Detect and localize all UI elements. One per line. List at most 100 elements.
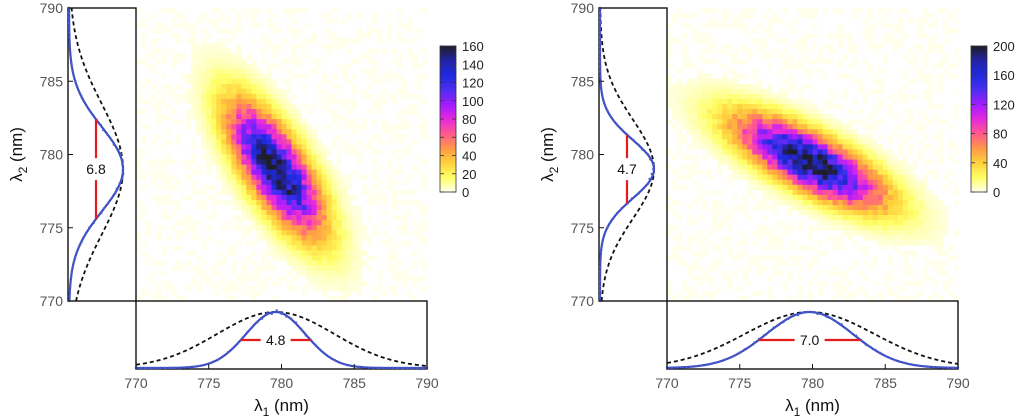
heatmap-cell: [942, 68, 949, 74]
heatmap-cell: [191, 53, 197, 59]
heatmap-cell: [186, 88, 192, 95]
heatmap-cell: [772, 265, 778, 271]
heatmap-cell: [361, 225, 368, 231]
heatmap-cell: [697, 114, 703, 120]
heatmap-cell: [912, 205, 919, 211]
heatmap-cell: [406, 265, 413, 271]
heatmap-cell: [276, 88, 282, 95]
heatmap-cell: [146, 159, 152, 165]
heatmap-cell: [261, 189, 267, 196]
heatmap-cell: [161, 73, 167, 80]
heatmap-cell: [331, 184, 337, 191]
heatmap-cell: [897, 159, 904, 165]
heatmap-cell: [672, 83, 678, 90]
heatmap-cell: [336, 230, 343, 236]
heatmap-cell: [922, 159, 929, 165]
heatmap-cell: [161, 169, 167, 176]
heatmap-cell: [767, 23, 773, 29]
heatmap-cell: [241, 260, 247, 266]
heatmap-cell: [852, 159, 858, 165]
heatmap-cell: [226, 73, 232, 80]
heatmap-cell: [667, 93, 673, 100]
heatmap-cell: [822, 194, 828, 201]
heatmap-cell: [391, 275, 398, 282]
heatmap-cell: [291, 18, 297, 24]
heatmap-cell: [341, 270, 348, 277]
side-marginal-frame: [598, 7, 668, 302]
heatmap-cell: [697, 93, 703, 100]
heatmap-cell: [366, 53, 373, 59]
heatmap-cell: [356, 240, 363, 246]
heatmap-cell: [692, 154, 698, 160]
heatmap-cell: [231, 189, 237, 196]
heatmap-cell: [231, 184, 237, 191]
heatmap-cell: [697, 144, 703, 150]
heatmap-cell: [757, 149, 763, 155]
heatmap-cell: [692, 179, 698, 186]
heatmap-cell: [381, 98, 388, 105]
heatmap-cell: [361, 230, 368, 236]
heatmap-cell: [211, 53, 217, 59]
heatmap-cell: [141, 260, 147, 266]
heatmap-cell: [306, 124, 312, 130]
heatmap-cell: [261, 73, 267, 80]
heatmap-cell: [927, 210, 934, 216]
heatmap-cell: [171, 210, 177, 216]
heatmap-cell: [912, 250, 919, 256]
heatmap-cell: [687, 245, 693, 251]
heatmap-cell: [832, 220, 838, 226]
heatmap-cell: [296, 245, 302, 251]
heatmap-cell: [857, 164, 863, 170]
heatmap-cell: [892, 38, 899, 44]
heatmap-cell: [842, 164, 848, 170]
heatmap-cell: [952, 28, 959, 34]
heatmap-cell: [216, 93, 222, 100]
heatmap-cell: [151, 48, 157, 54]
heatmap-cell: [847, 63, 853, 69]
heatmap-cell: [296, 220, 302, 226]
heatmap-cell: [942, 260, 949, 266]
heatmap-cell: [146, 53, 152, 59]
heatmap-cell: [251, 119, 257, 125]
heatmap-cell: [311, 210, 317, 216]
heatmap-cell: [822, 134, 828, 140]
heatmap-cell: [732, 164, 738, 170]
heatmap-cell: [767, 98, 773, 105]
heatmap-cell: [201, 73, 207, 80]
heatmap-cell: [887, 134, 894, 140]
heatmap-cell: [867, 129, 874, 135]
heatmap-cell: [361, 53, 368, 59]
heatmap-cell: [256, 189, 262, 196]
heatmap-cell: [787, 189, 793, 196]
heatmap-cell: [196, 109, 202, 115]
heatmap-cell: [191, 38, 197, 44]
heatmap-cell: [802, 179, 808, 186]
bottom-measured-point: [922, 365, 926, 368]
heatmap-cell: [952, 73, 959, 80]
heatmap-cell: [927, 98, 934, 105]
heatmap-cell: [146, 124, 152, 130]
side-measured-point: [68, 36, 71, 39]
heatmap-cell: [927, 38, 934, 44]
heatmap-cell: [707, 134, 713, 140]
heatmap-cell: [757, 114, 763, 120]
heatmap-cell: [907, 48, 914, 54]
heatmap-cell: [286, 280, 292, 287]
heatmap-cell: [827, 189, 833, 196]
heatmap-cell: [311, 164, 317, 170]
heatmap-cell: [231, 250, 237, 256]
heatmap-cell: [206, 134, 212, 140]
heatmap-cell: [742, 13, 748, 19]
heatmap-cell: [276, 199, 282, 206]
heatmap-cell: [732, 109, 738, 115]
heatmap-cell: [336, 260, 343, 266]
colorbar-segment: [440, 58, 456, 61]
heatmap-cell: [907, 119, 914, 125]
heatmap-cell: [236, 199, 242, 206]
heatmap-cell: [361, 189, 368, 196]
heatmap-cell: [672, 124, 678, 130]
heatmap-cell: [271, 83, 277, 90]
heatmap-cell: [316, 220, 322, 226]
heatmap-cell: [922, 13, 929, 19]
heatmap-cell: [672, 245, 678, 251]
